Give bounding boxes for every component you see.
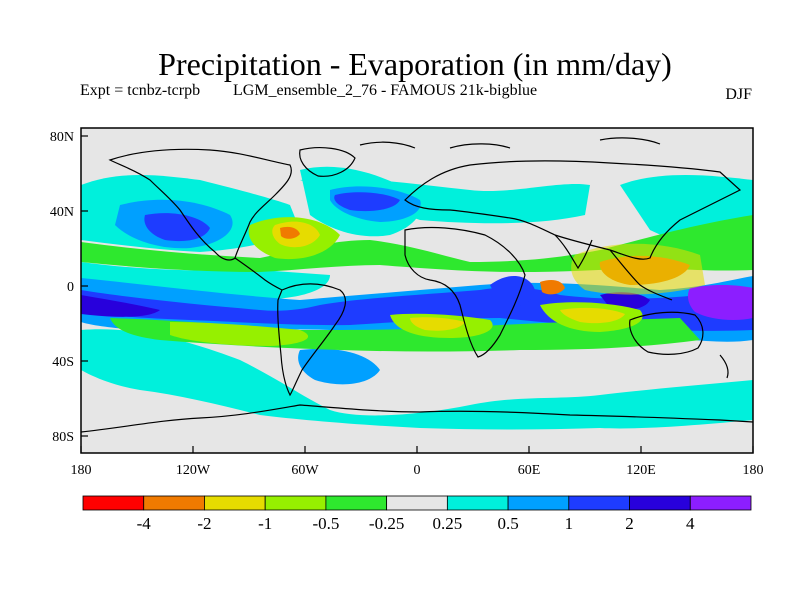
coast-india [554, 234, 593, 270]
latitude-axis: 80N 40N 0 40S 80S [50, 130, 88, 445]
colorbar-label: -0.5 [312, 514, 339, 533]
field-orange-pacific-north [280, 226, 300, 239]
season-label: DJF [725, 86, 752, 103]
colorbar-swatch [689, 495, 752, 511]
colorbar-label: -4 [137, 514, 152, 533]
colorbar-swatch [143, 495, 205, 511]
longitude-axis: 180 120W 60W 0 60E 120E 180 [71, 446, 764, 478]
lon-tick-label: 60W [291, 463, 319, 478]
colorbar-label: 1 [565, 514, 574, 533]
colorbar-label: 2 [625, 514, 634, 533]
lat-tick-label: 80S [52, 430, 74, 445]
coast-arctic-islands [359, 137, 661, 149]
colorbar-label: -1 [258, 514, 272, 533]
field-violet-warm-pool [81, 295, 160, 317]
lon-tick-label: 180 [743, 463, 764, 478]
colorbar-swatch [446, 495, 509, 511]
lon-tick-label: 0 [414, 463, 421, 478]
lon-tick-label: 60E [518, 463, 541, 478]
field-darkblue-africa [490, 275, 535, 307]
colorbar-label: -0.25 [369, 514, 404, 533]
run-label: LGM_ensemble_2_76 - FAMOUS 21k-bigblue [233, 82, 538, 99]
colorbar-label: 0.5 [497, 514, 518, 533]
lat-tick-label: 0 [67, 280, 74, 295]
coast-southeast-asia [609, 249, 673, 301]
colorbar-swatch [507, 495, 570, 511]
coast-antarctica [81, 404, 753, 433]
colorbar-swatch [629, 495, 691, 511]
colorbar-label: 0.25 [432, 514, 462, 533]
colorbar-swatch [204, 495, 266, 511]
colorbar-swatch [325, 495, 388, 511]
lat-tick-label: 80N [50, 130, 74, 145]
field-orange-africa [540, 280, 565, 295]
field-darkblue-north-pacific [144, 213, 210, 242]
field-violet-east-pacific [687, 284, 753, 320]
coast-north-america [108, 148, 292, 261]
field-cyan-southern-belt [81, 329, 753, 430]
coast-europe-asia [404, 160, 742, 260]
colorbar-label: -2 [197, 514, 211, 533]
lon-tick-label: 120W [176, 463, 211, 478]
lat-tick-label: 40N [50, 205, 74, 220]
coast-greenland [299, 147, 356, 177]
colorbar-swatch [568, 495, 630, 511]
field-darkblue-north-atlantic [334, 192, 400, 212]
coast-australia [629, 311, 704, 355]
field-blue-south-atlantic [298, 348, 380, 385]
colorbar-swatch [386, 495, 448, 511]
coast-new-zealand [719, 354, 729, 379]
coast-africa [404, 226, 526, 358]
field-yellowgreen-south [170, 322, 309, 346]
coast-south-america [277, 283, 347, 397]
experiment-label: Expt = tcnbz-tcrpb [80, 82, 201, 99]
coastlines [81, 137, 753, 433]
lat-tick-label: 40S [52, 355, 74, 370]
coast-central-america [234, 257, 283, 291]
field-yellow-indian [560, 307, 625, 324]
colorbar-label: 4 [686, 514, 695, 533]
colorbar: -4 -2 -1 -0.5 -0.25 0.25 0.5 1 2 4 [82, 495, 752, 533]
chart-title: Precipitation - Evaporation (in mm/day) [158, 46, 672, 82]
lon-tick-label: 120E [626, 463, 656, 478]
field-yellow-south-atlantic [410, 317, 465, 331]
colorbar-swatch [82, 495, 145, 511]
lon-tick-label: 180 [71, 463, 92, 478]
colorbar-swatch [264, 495, 327, 511]
field-yellow-west-pacific [571, 243, 705, 295]
